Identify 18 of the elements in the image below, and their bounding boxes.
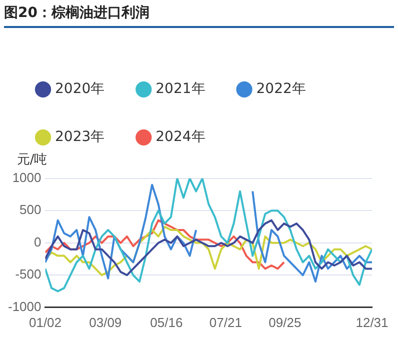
legend-label: 2022年 xyxy=(256,81,306,98)
y-tick-label: 0 xyxy=(34,234,42,250)
legend-label: 2024年 xyxy=(156,129,206,146)
x-tick-label: 05/16 xyxy=(150,314,183,330)
y-axis-title: 元/吨 xyxy=(16,152,48,168)
legend-label: 2021年 xyxy=(156,81,206,98)
x-tick-label: 12/31 xyxy=(356,314,388,330)
x-tick-label: 01/02 xyxy=(28,314,62,330)
x-tick-label: 09/25 xyxy=(268,314,302,330)
legend-label: 2023年 xyxy=(55,129,105,146)
y-tick-label: 1000 xyxy=(12,170,42,185)
x-tick-label: 03/09 xyxy=(89,314,122,330)
legend-label: 2020年 xyxy=(55,81,105,98)
y-tick-label: -1000 xyxy=(8,298,42,314)
x-tick-label: 07/21 xyxy=(209,314,242,330)
chart-title: 图20：棕榈油进口利润 xyxy=(4,4,394,28)
y-tick-label: 500 xyxy=(20,202,42,218)
y-tick-label: -500 xyxy=(15,266,42,282)
